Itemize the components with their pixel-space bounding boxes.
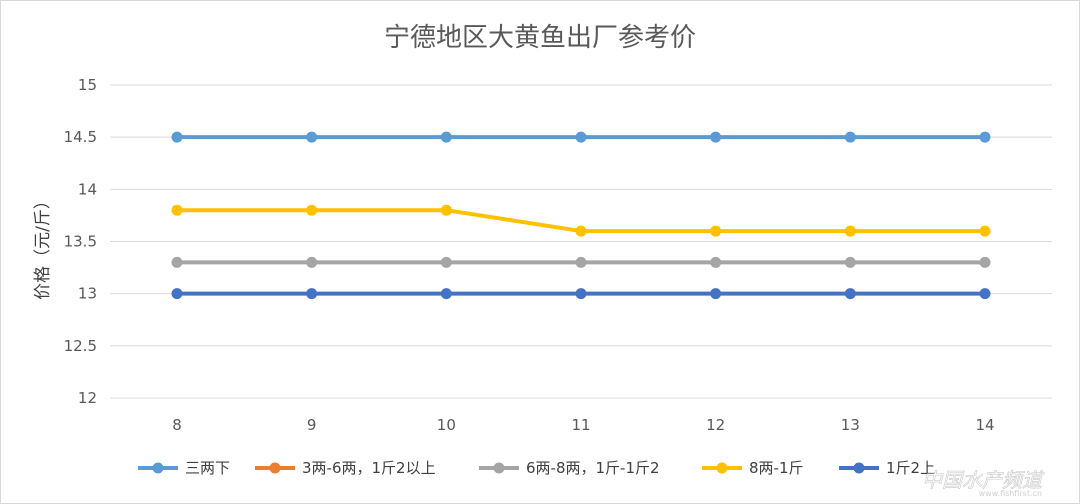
series-3 <box>171 204 991 237</box>
data-point <box>440 288 452 300</box>
legend-label: 1斤2上 <box>886 459 935 477</box>
series-0 <box>171 131 991 143</box>
series-4 <box>171 288 991 300</box>
data-point <box>979 288 991 300</box>
legend-swatch-marker <box>152 462 164 474</box>
watermark: 中国水产频道 www.fishfirst.cn <box>922 468 1046 498</box>
data-point <box>844 256 856 268</box>
legend-swatch-marker <box>853 462 865 474</box>
data-point <box>710 288 722 300</box>
data-point <box>844 288 856 300</box>
data-point <box>844 225 856 237</box>
data-point <box>710 225 722 237</box>
watermark-text: 中国水产频道 <box>922 468 1045 492</box>
legend-label: 3两-6两，1斤2以上 <box>302 459 436 477</box>
x-tick-label: 12 <box>706 416 725 434</box>
data-point <box>440 204 452 216</box>
y-tick-label: 14 <box>78 180 97 198</box>
legend-swatch-marker <box>493 462 505 474</box>
data-point <box>979 225 991 237</box>
legend-swatch-marker <box>716 462 728 474</box>
data-point <box>575 256 587 268</box>
data-point <box>979 131 991 143</box>
data-point <box>171 288 183 300</box>
data-point <box>440 256 452 268</box>
y-tick-label: 13 <box>78 285 97 303</box>
y-tick-labels: 12 12.5 13 13.5 14 14.5 15 <box>64 76 97 407</box>
legend-label: 6两-8两，1斤-1斤2 <box>526 459 660 477</box>
y-tick-label: 12 <box>78 389 97 407</box>
data-point <box>306 256 318 268</box>
y-tick-label: 13.5 <box>64 233 97 251</box>
legend: 三两下 3两-6两，1斤2以上 6两-8两，1斤-1斤2 8两-1斤 1斤2上 <box>138 459 935 477</box>
y-tick-label: 14.5 <box>64 128 97 146</box>
data-point <box>844 131 856 143</box>
data-point <box>306 131 318 143</box>
x-tick-label: 10 <box>437 416 456 434</box>
legend-item-2: 6两-8两，1斤-1斤2 <box>479 459 660 477</box>
data-point <box>575 225 587 237</box>
x-tick-label: 14 <box>975 416 994 434</box>
legend-item-3: 8两-1斤 <box>702 459 804 477</box>
x-tick-label: 11 <box>571 416 590 434</box>
series-lines <box>171 131 991 300</box>
legend-label: 三两下 <box>185 459 230 477</box>
data-point <box>440 131 452 143</box>
x-tick-label: 8 <box>172 416 182 434</box>
data-point <box>575 288 587 300</box>
series-2 <box>171 256 991 268</box>
data-point <box>171 204 183 216</box>
chart-title: 宁德地区大黄鱼出厂参考价 <box>384 23 696 53</box>
legend-item-0: 三两下 <box>138 459 230 477</box>
data-point <box>306 204 318 216</box>
data-point <box>710 131 722 143</box>
legend-item-1: 3两-6两，1斤2以上 <box>255 459 436 477</box>
y-axis-label: 价格（元/斤） <box>33 192 53 300</box>
data-point <box>979 256 991 268</box>
y-tick-label: 12.5 <box>64 337 97 355</box>
x-tick-label: 9 <box>307 416 317 434</box>
watermark-sub-text: www.fishfirst.cn <box>979 489 1042 498</box>
legend-label: 8两-1斤 <box>749 459 804 477</box>
data-point <box>171 256 183 268</box>
legend-swatch-marker <box>269 462 281 474</box>
x-tick-labels: 8 9 10 11 12 13 14 <box>172 416 994 434</box>
legend-item-4: 1斤2上 <box>839 459 935 477</box>
data-point <box>171 131 183 143</box>
data-point <box>306 288 318 300</box>
y-tick-label: 15 <box>78 76 97 94</box>
data-point <box>710 256 722 268</box>
x-tick-label: 13 <box>841 416 860 434</box>
data-point <box>575 131 587 143</box>
